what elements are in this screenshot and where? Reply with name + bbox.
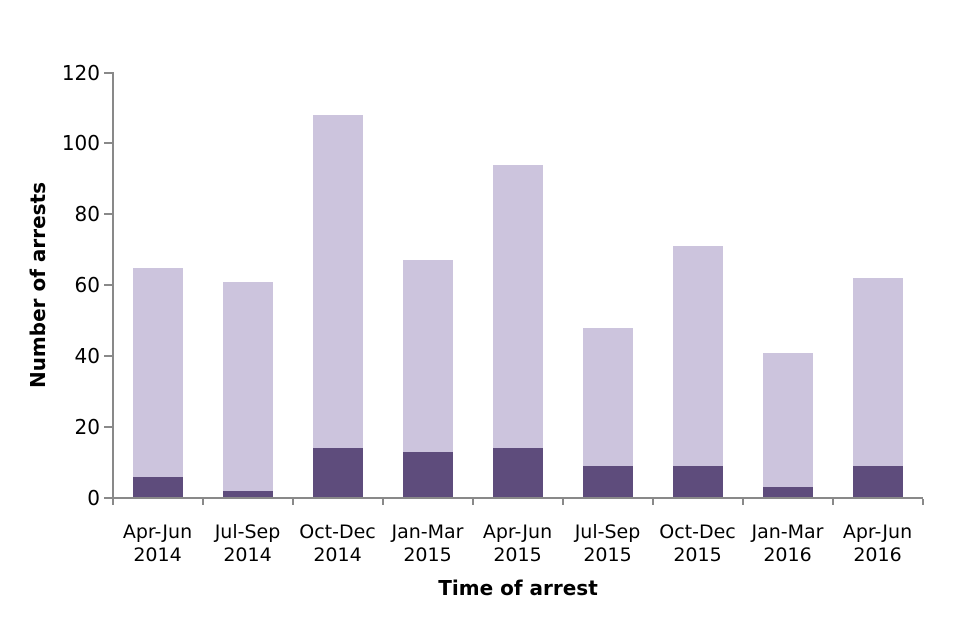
x-tick-mark: [922, 499, 924, 505]
x-category-label-line: Jul-Sep: [214, 521, 281, 543]
x-category-label-line: Apr-Jun: [122, 521, 193, 543]
y-tick-label: 80: [74, 202, 100, 227]
bar-segment-upper-light-segment: [762, 352, 813, 488]
bar-segment-upper-light-segment: [492, 164, 543, 449]
x-category-label-line: Apr-Jun: [482, 521, 553, 543]
x-category-label-line: 2014: [133, 544, 182, 566]
x-tick-mark: [202, 499, 204, 505]
bar-segment-upper-light-segment: [222, 281, 273, 491]
bar-segment-lower-dark-segment: [582, 466, 633, 498]
x-category-label-line: 2014: [313, 544, 362, 566]
x-tick-mark: [112, 499, 114, 505]
bar-segment-lower-dark-segment: [672, 466, 723, 498]
y-tick-mark: [104, 497, 112, 499]
x-category-label-line: 2015: [673, 544, 722, 566]
x-tick-mark: [382, 499, 384, 505]
x-tick-mark: [562, 499, 564, 505]
bar-segment-lower-dark-segment: [762, 487, 813, 498]
x-axis-line: [112, 497, 923, 499]
x-category-label-line: 2015: [403, 544, 452, 566]
x-category-label-line: Oct-Dec: [659, 521, 736, 543]
x-tick-mark: [652, 499, 654, 505]
x-category-label-line: 2016: [763, 544, 812, 566]
x-category-label-line: Jan-Mar: [391, 521, 464, 543]
y-tick-mark: [104, 426, 112, 429]
x-category-label-line: Apr-Jun: [842, 521, 913, 543]
bar-segment-upper-light-segment: [672, 246, 723, 467]
bar-segment-upper-light-segment: [582, 327, 633, 467]
bar-segment-lower-dark-segment: [852, 466, 903, 498]
y-tick-mark: [104, 213, 112, 216]
bar-segment-lower-dark-segment: [132, 476, 183, 498]
y-tick-label: 120: [61, 60, 100, 85]
x-tick-mark: [472, 499, 474, 505]
x-tick-mark: [742, 499, 744, 505]
x-category-label: Apr-Jun 2015: [463, 521, 573, 567]
y-tick-label: 20: [74, 415, 100, 440]
x-category-label: Oct-Dec 2015: [643, 521, 753, 567]
bar-segment-lower-dark-segment: [492, 448, 543, 498]
y-tick-label: 40: [74, 344, 100, 369]
bar-segment-lower-dark-segment: [402, 451, 453, 498]
y-tick-label: 0: [87, 486, 100, 510]
x-category-label-line: Oct-Dec: [299, 521, 376, 543]
x-category-label: Jan-Mar 2015: [373, 521, 483, 567]
x-category-label-line: Jan-Mar: [751, 521, 824, 543]
x-category-label: Apr-Jun 2014: [103, 521, 213, 567]
bar-segment-lower-dark-segment: [222, 490, 273, 498]
bar-segment-upper-light-segment: [402, 260, 453, 452]
y-tick-mark: [104, 142, 112, 145]
x-category-label: Jan-Mar 2016: [733, 521, 843, 567]
x-category-label: Jul-Sep 2015: [553, 521, 663, 567]
x-axis-title: Time of arrest: [438, 576, 598, 600]
x-tick-mark: [292, 499, 294, 505]
x-category-label-line: 2014: [223, 544, 272, 566]
y-tick-label: 60: [74, 273, 100, 298]
y-tick-mark: [104, 71, 112, 74]
x-category-label: Jul-Sep 2014: [193, 521, 303, 567]
bar-segment-upper-light-segment: [852, 278, 903, 467]
x-category-label: Oct-Dec 2014: [283, 521, 393, 567]
x-category-label-line: 2015: [493, 544, 542, 566]
y-tick-mark: [104, 284, 112, 287]
x-tick-mark: [832, 499, 834, 505]
bar-segment-lower-dark-segment: [312, 448, 363, 498]
x-category-label: Apr-Jun 2016: [823, 521, 933, 567]
y-axis-line: [112, 71, 114, 500]
y-tick-mark: [104, 355, 112, 358]
bar-segment-upper-light-segment: [132, 267, 183, 477]
x-category-label-line: 2015: [583, 544, 632, 566]
bar-segment-upper-light-segment: [312, 115, 363, 449]
y-tick-label: 100: [61, 131, 100, 156]
x-category-label-line: Jul-Sep: [574, 521, 641, 543]
x-category-label-line: 2016: [853, 544, 902, 566]
